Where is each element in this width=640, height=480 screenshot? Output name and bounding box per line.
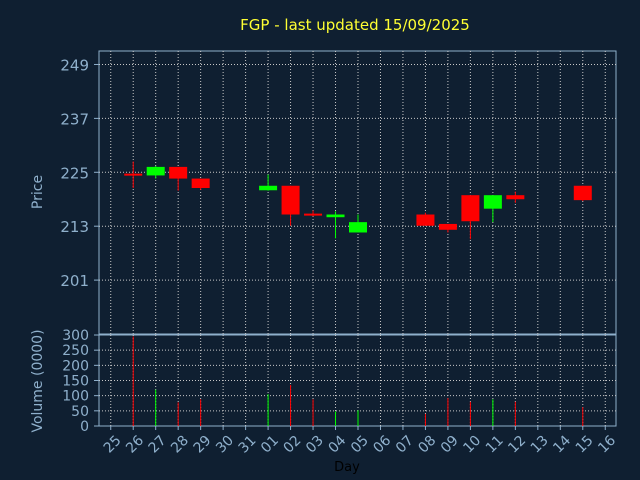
price-tick-label: 201 [60,272,89,290]
candle-body [304,213,323,216]
day-tick-label: 11 [483,433,507,457]
candle-body [438,223,457,230]
volume-tick-label: 50 [71,404,89,420]
day-tick-label: 03 [303,433,327,457]
price-tick-label: 213 [60,218,89,236]
day-tick-label: 09 [438,433,462,457]
candle-body [146,166,165,176]
price-tick-label: 225 [60,164,89,182]
day-tick-label: 02 [281,433,305,457]
day-tick-label: 05 [348,433,372,457]
price-tick-label: 249 [60,56,89,74]
x-axis-label: Day [334,460,360,475]
day-tick-label: 25 [101,433,125,457]
day-tick-label: 10 [460,433,484,457]
volume-tick-label: 200 [62,358,89,374]
day-tick-label: 30 [213,433,237,457]
day-tick-label: 13 [528,433,552,457]
x-axis: 2526272829303101020304050607080910111213… [101,426,619,457]
volume-tick-label: 100 [62,389,89,405]
candle-body [461,195,480,222]
day-tick-label: 15 [573,433,597,457]
price-axis-label: Price [30,175,46,209]
candle-body [259,185,278,191]
candle-body [281,185,300,215]
candle-body [326,214,345,218]
candle-body [506,195,525,200]
day-tick-label: 06 [370,433,394,457]
day-tick-label: 26 [123,433,147,457]
candle-body [573,185,592,201]
day-tick-label: 16 [595,433,619,457]
volume-tick-label: 150 [62,374,89,390]
chart-title: FGP - last updated 15/09/2025 [240,16,470,34]
day-tick-label: 31 [236,433,260,457]
price-panel: 249 237 225 213 201 [60,50,617,335]
price-tick-label: 237 [60,110,89,128]
day-tick-label: 28 [168,433,192,457]
day-tick-label: 08 [415,433,439,457]
candle-body [349,222,367,233]
day-tick-label: 07 [393,433,417,457]
candle-body [416,214,435,226]
volume-axis-label: Volume (0000) [30,329,46,432]
volume-tick-label: 250 [62,343,89,359]
volume-tick-label: 300 [62,328,89,344]
day-tick-label: 27 [146,433,170,457]
candle-body [191,178,210,189]
day-tick-label: 04 [326,433,350,457]
candle-body [124,173,143,176]
day-tick-label: 14 [550,433,574,457]
candle-body [483,195,502,209]
volume-tick-label: 0 [80,419,89,435]
day-tick-label: 01 [258,433,282,457]
day-tick-label: 12 [505,433,529,457]
day-tick-label: 29 [191,433,215,457]
candle-body [169,166,188,179]
